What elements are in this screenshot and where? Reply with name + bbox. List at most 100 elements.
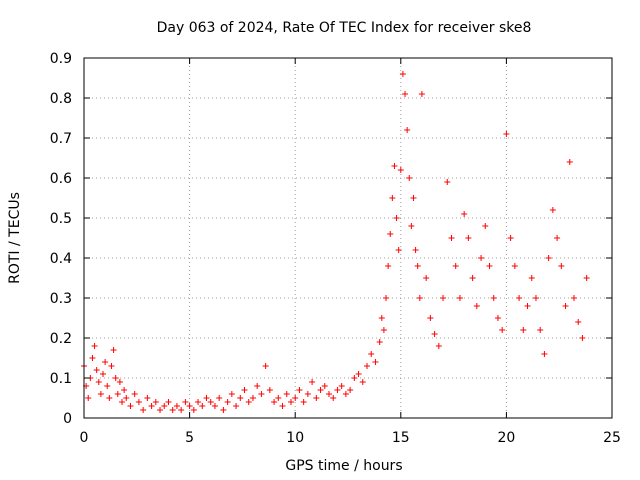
data-point xyxy=(408,223,415,229)
data-point xyxy=(478,255,485,261)
data-point xyxy=(313,395,320,401)
data-point xyxy=(380,327,387,333)
data-point xyxy=(537,327,544,333)
data-point xyxy=(165,399,172,405)
data-point xyxy=(355,371,362,377)
data-point xyxy=(372,359,379,365)
data-point xyxy=(271,399,278,405)
data-point xyxy=(131,391,138,397)
data-point xyxy=(266,387,273,393)
y-tick-label: 0.2 xyxy=(50,331,72,347)
data-point xyxy=(416,295,423,301)
data-point xyxy=(351,375,358,381)
data-point xyxy=(347,387,354,393)
data-point xyxy=(473,303,480,309)
data-point xyxy=(389,195,396,201)
data-point xyxy=(364,363,371,369)
y-tick-label: 0.1 xyxy=(50,371,72,387)
data-point xyxy=(499,327,506,333)
data-point xyxy=(444,179,451,185)
y-tick-label: 0.3 xyxy=(50,291,72,307)
data-point xyxy=(575,319,582,325)
plot-frame xyxy=(83,57,613,419)
data-point xyxy=(317,387,324,393)
data-point xyxy=(406,175,413,181)
data-point xyxy=(448,235,455,241)
data-point xyxy=(511,263,518,269)
data-point xyxy=(427,315,434,321)
data-point xyxy=(178,407,185,413)
data-point xyxy=(395,247,402,253)
y-tick-label: 0.8 xyxy=(50,91,72,107)
data-point xyxy=(579,335,586,341)
data-point xyxy=(245,399,252,405)
data-point xyxy=(262,363,269,369)
chart-title: Day 063 of 2024, Rate Of TEC Index for r… xyxy=(157,20,532,36)
data-point xyxy=(503,131,510,137)
data-point xyxy=(554,235,561,241)
data-point xyxy=(541,351,548,357)
data-point xyxy=(292,395,299,401)
data-point xyxy=(152,399,159,405)
data-point xyxy=(89,355,96,361)
data-point xyxy=(135,399,142,405)
data-point xyxy=(93,367,100,373)
data-point xyxy=(112,375,119,381)
data-point xyxy=(338,383,345,389)
data-point xyxy=(440,295,447,301)
data-point xyxy=(404,127,411,133)
data-point xyxy=(106,395,113,401)
data-point xyxy=(108,363,115,369)
data-point xyxy=(486,263,493,269)
data-point xyxy=(157,407,164,413)
data-point xyxy=(300,399,307,405)
data-point xyxy=(321,383,328,389)
data-point xyxy=(220,407,227,413)
data-point xyxy=(216,395,223,401)
data-point xyxy=(140,407,147,413)
x-tick-label: 10 xyxy=(286,430,304,446)
data-point xyxy=(461,211,468,217)
data-point xyxy=(456,295,463,301)
data-point xyxy=(507,235,514,241)
data-point xyxy=(279,403,286,409)
data-point xyxy=(418,91,425,97)
data-point xyxy=(203,395,210,401)
data-point xyxy=(169,407,176,413)
x-tick-label: 5 xyxy=(185,430,194,446)
data-point xyxy=(359,379,366,385)
data-point xyxy=(469,275,476,281)
y-tick-label: 0.4 xyxy=(50,251,72,267)
x-tick-label: 0 xyxy=(80,430,89,446)
data-point xyxy=(562,303,569,309)
data-point xyxy=(309,379,316,385)
data-point xyxy=(275,395,282,401)
data-point xyxy=(368,351,375,357)
data-point xyxy=(85,395,92,401)
x-tick-label: 25 xyxy=(603,430,621,446)
data-point xyxy=(190,407,197,413)
data-point xyxy=(528,275,535,281)
data-point xyxy=(91,343,98,349)
data-point xyxy=(342,391,349,397)
data-point xyxy=(199,403,206,409)
data-point xyxy=(211,403,218,409)
data-point xyxy=(520,327,527,333)
data-point xyxy=(233,403,240,409)
data-point xyxy=(494,315,501,321)
data-point xyxy=(378,315,385,321)
data-point xyxy=(119,399,126,405)
data-point xyxy=(402,91,409,97)
data-point xyxy=(393,215,400,221)
data-point xyxy=(144,395,151,401)
data-point xyxy=(95,379,102,385)
data-point xyxy=(182,399,189,405)
data-point xyxy=(207,399,214,405)
data-point xyxy=(583,275,590,281)
y-tick-label: 0.5 xyxy=(50,211,72,227)
data-point xyxy=(114,391,121,397)
data-point xyxy=(558,263,565,269)
data-point xyxy=(283,391,290,397)
data-point xyxy=(414,263,421,269)
